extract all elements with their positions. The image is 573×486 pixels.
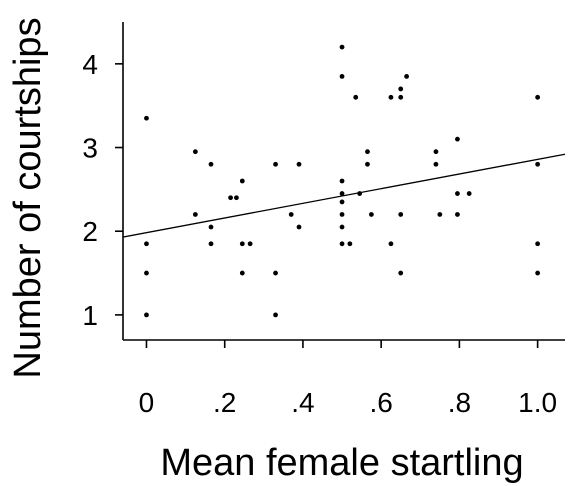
regression-line bbox=[122, 153, 566, 238]
data-point bbox=[144, 312, 149, 318]
data-point bbox=[192, 149, 198, 155]
x-axis-title: Mean female startling bbox=[160, 442, 523, 484]
data-point bbox=[273, 270, 278, 276]
data-point bbox=[368, 212, 374, 217]
data-point bbox=[398, 212, 404, 217]
data-point bbox=[339, 73, 345, 79]
data-point bbox=[455, 212, 460, 217]
data-point bbox=[339, 224, 345, 230]
data-point bbox=[398, 270, 404, 276]
x-tick-label: .8 bbox=[448, 387, 471, 418]
data-points bbox=[144, 44, 541, 318]
data-point bbox=[339, 44, 345, 50]
data-point bbox=[273, 312, 278, 318]
y-tick-label: 3 bbox=[82, 133, 98, 164]
x-tick-label: .2 bbox=[213, 387, 236, 418]
data-point bbox=[433, 161, 439, 167]
data-point bbox=[144, 270, 149, 276]
data-point bbox=[398, 86, 404, 92]
data-point bbox=[466, 191, 472, 196]
data-point bbox=[339, 241, 345, 247]
data-point bbox=[208, 161, 214, 167]
data-point bbox=[273, 161, 278, 167]
data-point bbox=[144, 115, 149, 121]
data-point bbox=[437, 212, 443, 217]
data-point bbox=[347, 241, 353, 247]
data-point bbox=[339, 199, 345, 205]
x-axis-ticks: 0 .2 .4 .6 .8 1.0 bbox=[139, 340, 557, 418]
data-point bbox=[388, 241, 394, 247]
data-point bbox=[239, 270, 245, 276]
y-tick-label: 2 bbox=[82, 216, 98, 247]
data-point bbox=[208, 241, 214, 247]
data-point bbox=[365, 161, 370, 167]
data-point bbox=[339, 178, 345, 184]
data-point bbox=[296, 224, 302, 230]
y-tick-label: 1 bbox=[82, 300, 98, 331]
data-point bbox=[247, 241, 253, 247]
data-point bbox=[353, 94, 359, 100]
y-axis-title: Number of courtships bbox=[7, 17, 49, 378]
y-axis-ticks: 1 2 3 4 bbox=[82, 49, 123, 331]
data-point bbox=[433, 149, 439, 155]
data-point bbox=[239, 178, 245, 184]
y-tick-label: 4 bbox=[82, 49, 98, 80]
data-point bbox=[455, 191, 460, 196]
data-point bbox=[404, 73, 409, 79]
data-point bbox=[288, 212, 294, 217]
x-tick-label: 0 bbox=[139, 387, 155, 418]
data-point bbox=[365, 149, 370, 155]
data-point bbox=[535, 270, 541, 276]
data-point bbox=[388, 94, 394, 100]
x-tick-label: 1.0 bbox=[518, 387, 557, 418]
x-tick-label: .6 bbox=[369, 387, 392, 418]
data-point bbox=[144, 241, 149, 247]
data-point bbox=[228, 195, 233, 201]
data-point bbox=[398, 94, 404, 100]
data-point bbox=[234, 195, 239, 201]
x-tick-label: .4 bbox=[291, 387, 314, 418]
data-point bbox=[339, 191, 345, 196]
data-point bbox=[239, 241, 245, 247]
data-point bbox=[296, 161, 302, 167]
data-point bbox=[535, 94, 541, 100]
data-point bbox=[455, 136, 460, 142]
data-point bbox=[208, 224, 214, 230]
data-point bbox=[339, 212, 345, 217]
data-point bbox=[192, 212, 198, 217]
data-point bbox=[535, 161, 541, 167]
data-point bbox=[535, 241, 541, 247]
